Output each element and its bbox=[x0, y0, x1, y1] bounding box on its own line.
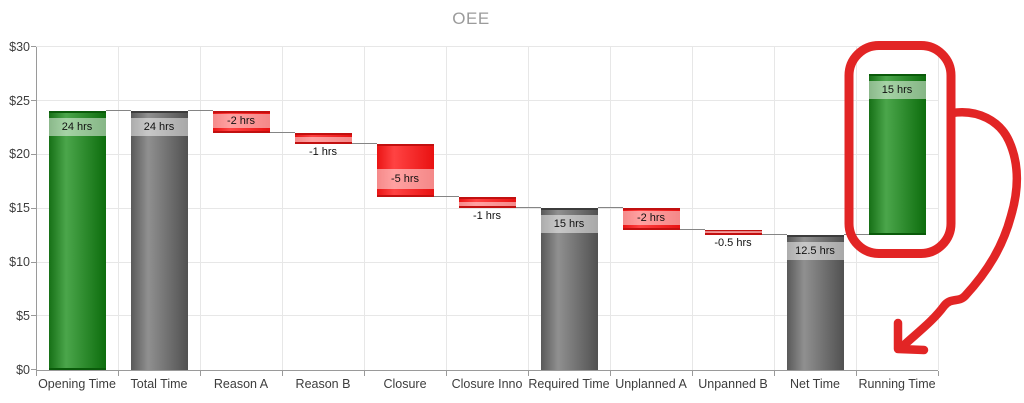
v-gridline bbox=[446, 46, 447, 370]
h-gridline bbox=[36, 207, 938, 209]
h-gridline bbox=[36, 261, 938, 263]
y-axis-tick bbox=[31, 100, 36, 102]
x-axis-tick bbox=[610, 370, 611, 376]
y-axis-label: $5 bbox=[16, 308, 30, 323]
bar-value-label: -1 hrs bbox=[472, 210, 502, 223]
bar-unpanned-b[interactable] bbox=[704, 229, 762, 236]
y-axis-label: $10 bbox=[9, 255, 30, 270]
y-axis-line bbox=[36, 46, 37, 371]
v-gridline bbox=[856, 46, 857, 370]
bar-value-label: -2 hrs bbox=[622, 211, 680, 226]
y-axis-label: $30 bbox=[9, 39, 30, 54]
x-axis-tick bbox=[118, 370, 119, 376]
connector-line bbox=[515, 207, 541, 209]
x-axis-tick bbox=[528, 370, 529, 376]
v-gridline bbox=[774, 46, 775, 370]
bar-highlight-strip bbox=[458, 201, 516, 207]
bar-highlight-strip bbox=[704, 230, 762, 234]
connector-line bbox=[351, 142, 377, 144]
x-axis-label: Total Time bbox=[130, 377, 188, 391]
bar-value-label: -2 hrs bbox=[212, 114, 270, 129]
bar-opening-time[interactable]: 24 hrs bbox=[48, 111, 106, 370]
connector-line bbox=[679, 228, 705, 230]
y-axis-tick bbox=[31, 46, 36, 48]
v-gridline bbox=[364, 46, 365, 370]
x-axis-tick bbox=[692, 370, 693, 376]
x-axis-label: Reason B bbox=[295, 377, 351, 391]
bar-net-time[interactable]: 12.5 hrs bbox=[786, 235, 844, 370]
bar-value-label: -5 hrs bbox=[376, 169, 434, 189]
x-axis-tick bbox=[36, 370, 37, 376]
y-axis-tick bbox=[31, 261, 36, 263]
h-gridline bbox=[36, 46, 938, 48]
connector-line bbox=[761, 234, 787, 236]
x-axis-tick bbox=[774, 370, 775, 376]
x-axis-tick bbox=[364, 370, 365, 376]
bar-highlight-strip bbox=[294, 137, 352, 142]
h-gridline bbox=[36, 315, 938, 317]
y-axis-label: $20 bbox=[9, 147, 30, 162]
x-axis-label: Required Time bbox=[528, 377, 610, 391]
connector-line bbox=[187, 110, 213, 112]
y-axis-label: $0 bbox=[16, 362, 30, 377]
y-axis-label: $25 bbox=[9, 93, 30, 108]
v-gridline bbox=[528, 46, 529, 370]
x-axis-label: Unpanned B bbox=[698, 377, 768, 391]
bar-closure[interactable]: -5 hrs bbox=[376, 143, 434, 198]
h-gridline bbox=[36, 153, 938, 155]
x-axis-label: Closure bbox=[383, 377, 427, 391]
bar-value-label: 15 hrs bbox=[868, 80, 926, 99]
bar-value-label: -0.5 hrs bbox=[714, 237, 752, 250]
bar-value-label: 15 hrs bbox=[540, 215, 598, 234]
y-axis-tick bbox=[31, 153, 36, 155]
v-gridline bbox=[692, 46, 693, 370]
h-gridline bbox=[36, 100, 938, 102]
connector-line bbox=[105, 110, 131, 112]
y-axis-tick bbox=[31, 207, 36, 209]
v-gridline bbox=[938, 46, 939, 370]
connector-line bbox=[843, 234, 869, 236]
x-axis-tick bbox=[282, 370, 283, 376]
x-axis-label: Running Time bbox=[858, 377, 936, 391]
y-axis-tick bbox=[31, 369, 36, 371]
bar-unplanned-a[interactable]: -2 hrs bbox=[622, 208, 680, 230]
bar-running-time[interactable]: 15 hrs bbox=[868, 73, 926, 236]
x-axis-tick bbox=[200, 370, 201, 376]
chart-title: OEE bbox=[452, 9, 490, 28]
bar-closure-inno[interactable] bbox=[458, 197, 516, 209]
bar-reason-a[interactable]: -2 hrs bbox=[212, 111, 270, 133]
v-gridline bbox=[118, 46, 119, 370]
connector-line bbox=[269, 131, 295, 133]
bar-value-label: -1 hrs bbox=[308, 145, 338, 158]
bar-value-label: 24 hrs bbox=[48, 118, 106, 137]
bar-value-label: 24 hrs bbox=[130, 118, 188, 137]
x-axis-label: Reason A bbox=[213, 377, 269, 391]
x-axis-tick bbox=[446, 370, 447, 376]
v-gridline bbox=[610, 46, 611, 370]
bar-value-label: 12.5 hrs bbox=[786, 242, 844, 261]
v-gridline bbox=[200, 46, 201, 370]
v-gridline bbox=[282, 46, 283, 370]
x-axis-line bbox=[36, 369, 938, 371]
x-axis-tick bbox=[938, 370, 939, 376]
bar-total-time[interactable]: 24 hrs bbox=[130, 111, 188, 370]
x-axis-tick bbox=[856, 370, 857, 376]
bar-reason-b[interactable] bbox=[294, 132, 352, 144]
y-axis-label: $15 bbox=[9, 201, 30, 216]
x-axis-label: Net Time bbox=[789, 377, 840, 391]
bar-required-time[interactable]: 15 hrs bbox=[540, 208, 598, 370]
connector-line bbox=[597, 207, 623, 209]
x-axis-label: Closure Inno bbox=[451, 377, 523, 391]
x-axis-label: Opening Time bbox=[38, 377, 116, 391]
x-axis-label: Unplanned A bbox=[615, 377, 687, 391]
connector-line bbox=[433, 196, 459, 198]
y-axis-tick bbox=[31, 315, 36, 317]
